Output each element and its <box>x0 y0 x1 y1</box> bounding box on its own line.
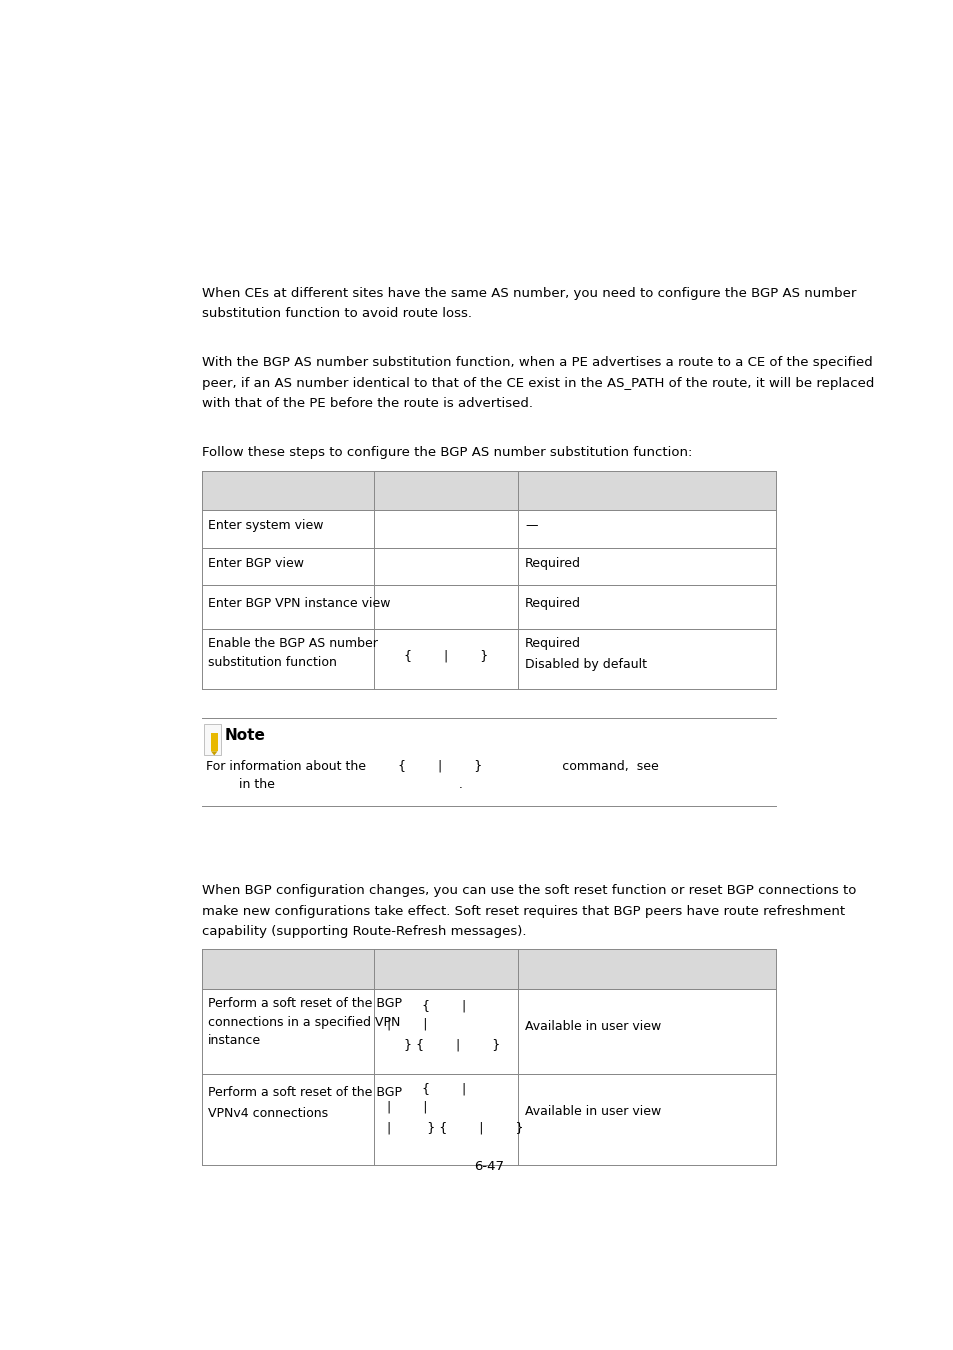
Bar <box>202 949 775 988</box>
Text: make new configurations take effect. Soft reset requires that BGP peers have rou: make new configurations take effect. Sof… <box>202 904 844 918</box>
Text: substitution function to avoid route loss.: substitution function to avoid route los… <box>202 306 472 320</box>
Text: Perform a soft reset of the BGP: Perform a soft reset of the BGP <box>208 998 401 1010</box>
Polygon shape <box>211 752 217 756</box>
Text: with that of the PE before the route is advertised.: with that of the PE before the route is … <box>202 397 533 410</box>
Text: capability (supporting Route-Refresh messages).: capability (supporting Route-Refresh mes… <box>202 925 526 938</box>
Text: VPNv4 connections: VPNv4 connections <box>208 1107 328 1120</box>
Text: Enter BGP view: Enter BGP view <box>208 558 304 570</box>
Bar <box>211 733 217 752</box>
Text: Required: Required <box>524 598 580 610</box>
Text: in the                                              .: in the . <box>239 779 462 791</box>
Text: |        |: | | <box>387 1018 428 1031</box>
Text: |        |: | | <box>387 1102 428 1114</box>
Text: {        |        }: { | } <box>403 649 488 663</box>
Text: Perform a soft reset of the BGP: Perform a soft reset of the BGP <box>208 1087 401 1099</box>
Bar <box>204 724 220 756</box>
Text: Enter system view: Enter system view <box>208 520 323 532</box>
Text: {        |: { | <box>422 1083 466 1095</box>
Text: Available in user view: Available in user view <box>524 1106 660 1118</box>
Text: {        |: { | <box>422 999 466 1012</box>
Text: With the BGP AS number substitution function, when a PE advertises a route to a : With the BGP AS number substitution func… <box>202 356 872 370</box>
Text: } {        |        }: } { | } <box>403 1038 499 1052</box>
Text: instance: instance <box>208 1034 261 1048</box>
Text: Required: Required <box>524 558 580 570</box>
Text: 6-47: 6-47 <box>474 1160 503 1173</box>
Text: connections in a specified VPN: connections in a specified VPN <box>208 1015 400 1029</box>
Text: —: — <box>524 520 537 532</box>
Text: When CEs at different sites have the same AS number, you need to configure the B: When CEs at different sites have the sam… <box>202 286 856 300</box>
Text: Enter BGP VPN instance view: Enter BGP VPN instance view <box>208 598 390 610</box>
Text: Follow these steps to configure the BGP AS number substitution function:: Follow these steps to configure the BGP … <box>202 447 692 459</box>
Text: For information about the        {        |        }                    command,: For information about the { | } command, <box>206 760 658 772</box>
Text: Enable the BGP AS number: Enable the BGP AS number <box>208 637 377 649</box>
Text: When BGP configuration changes, you can use the soft reset function or reset BGP: When BGP configuration changes, you can … <box>202 884 856 898</box>
Bar <box>204 724 220 756</box>
Text: Available in user view: Available in user view <box>524 1019 660 1033</box>
Text: substitution function: substitution function <box>208 656 336 668</box>
Bar <box>202 471 775 510</box>
Text: |         } {        |        }: | } { | } <box>387 1122 523 1135</box>
Text: Note: Note <box>224 729 265 744</box>
Text: Required: Required <box>524 637 580 649</box>
Text: Disabled by default: Disabled by default <box>524 657 646 671</box>
Text: peer, if an AS number identical to that of the CE exist in the AS_PATH of the ro: peer, if an AS number identical to that … <box>202 377 874 390</box>
